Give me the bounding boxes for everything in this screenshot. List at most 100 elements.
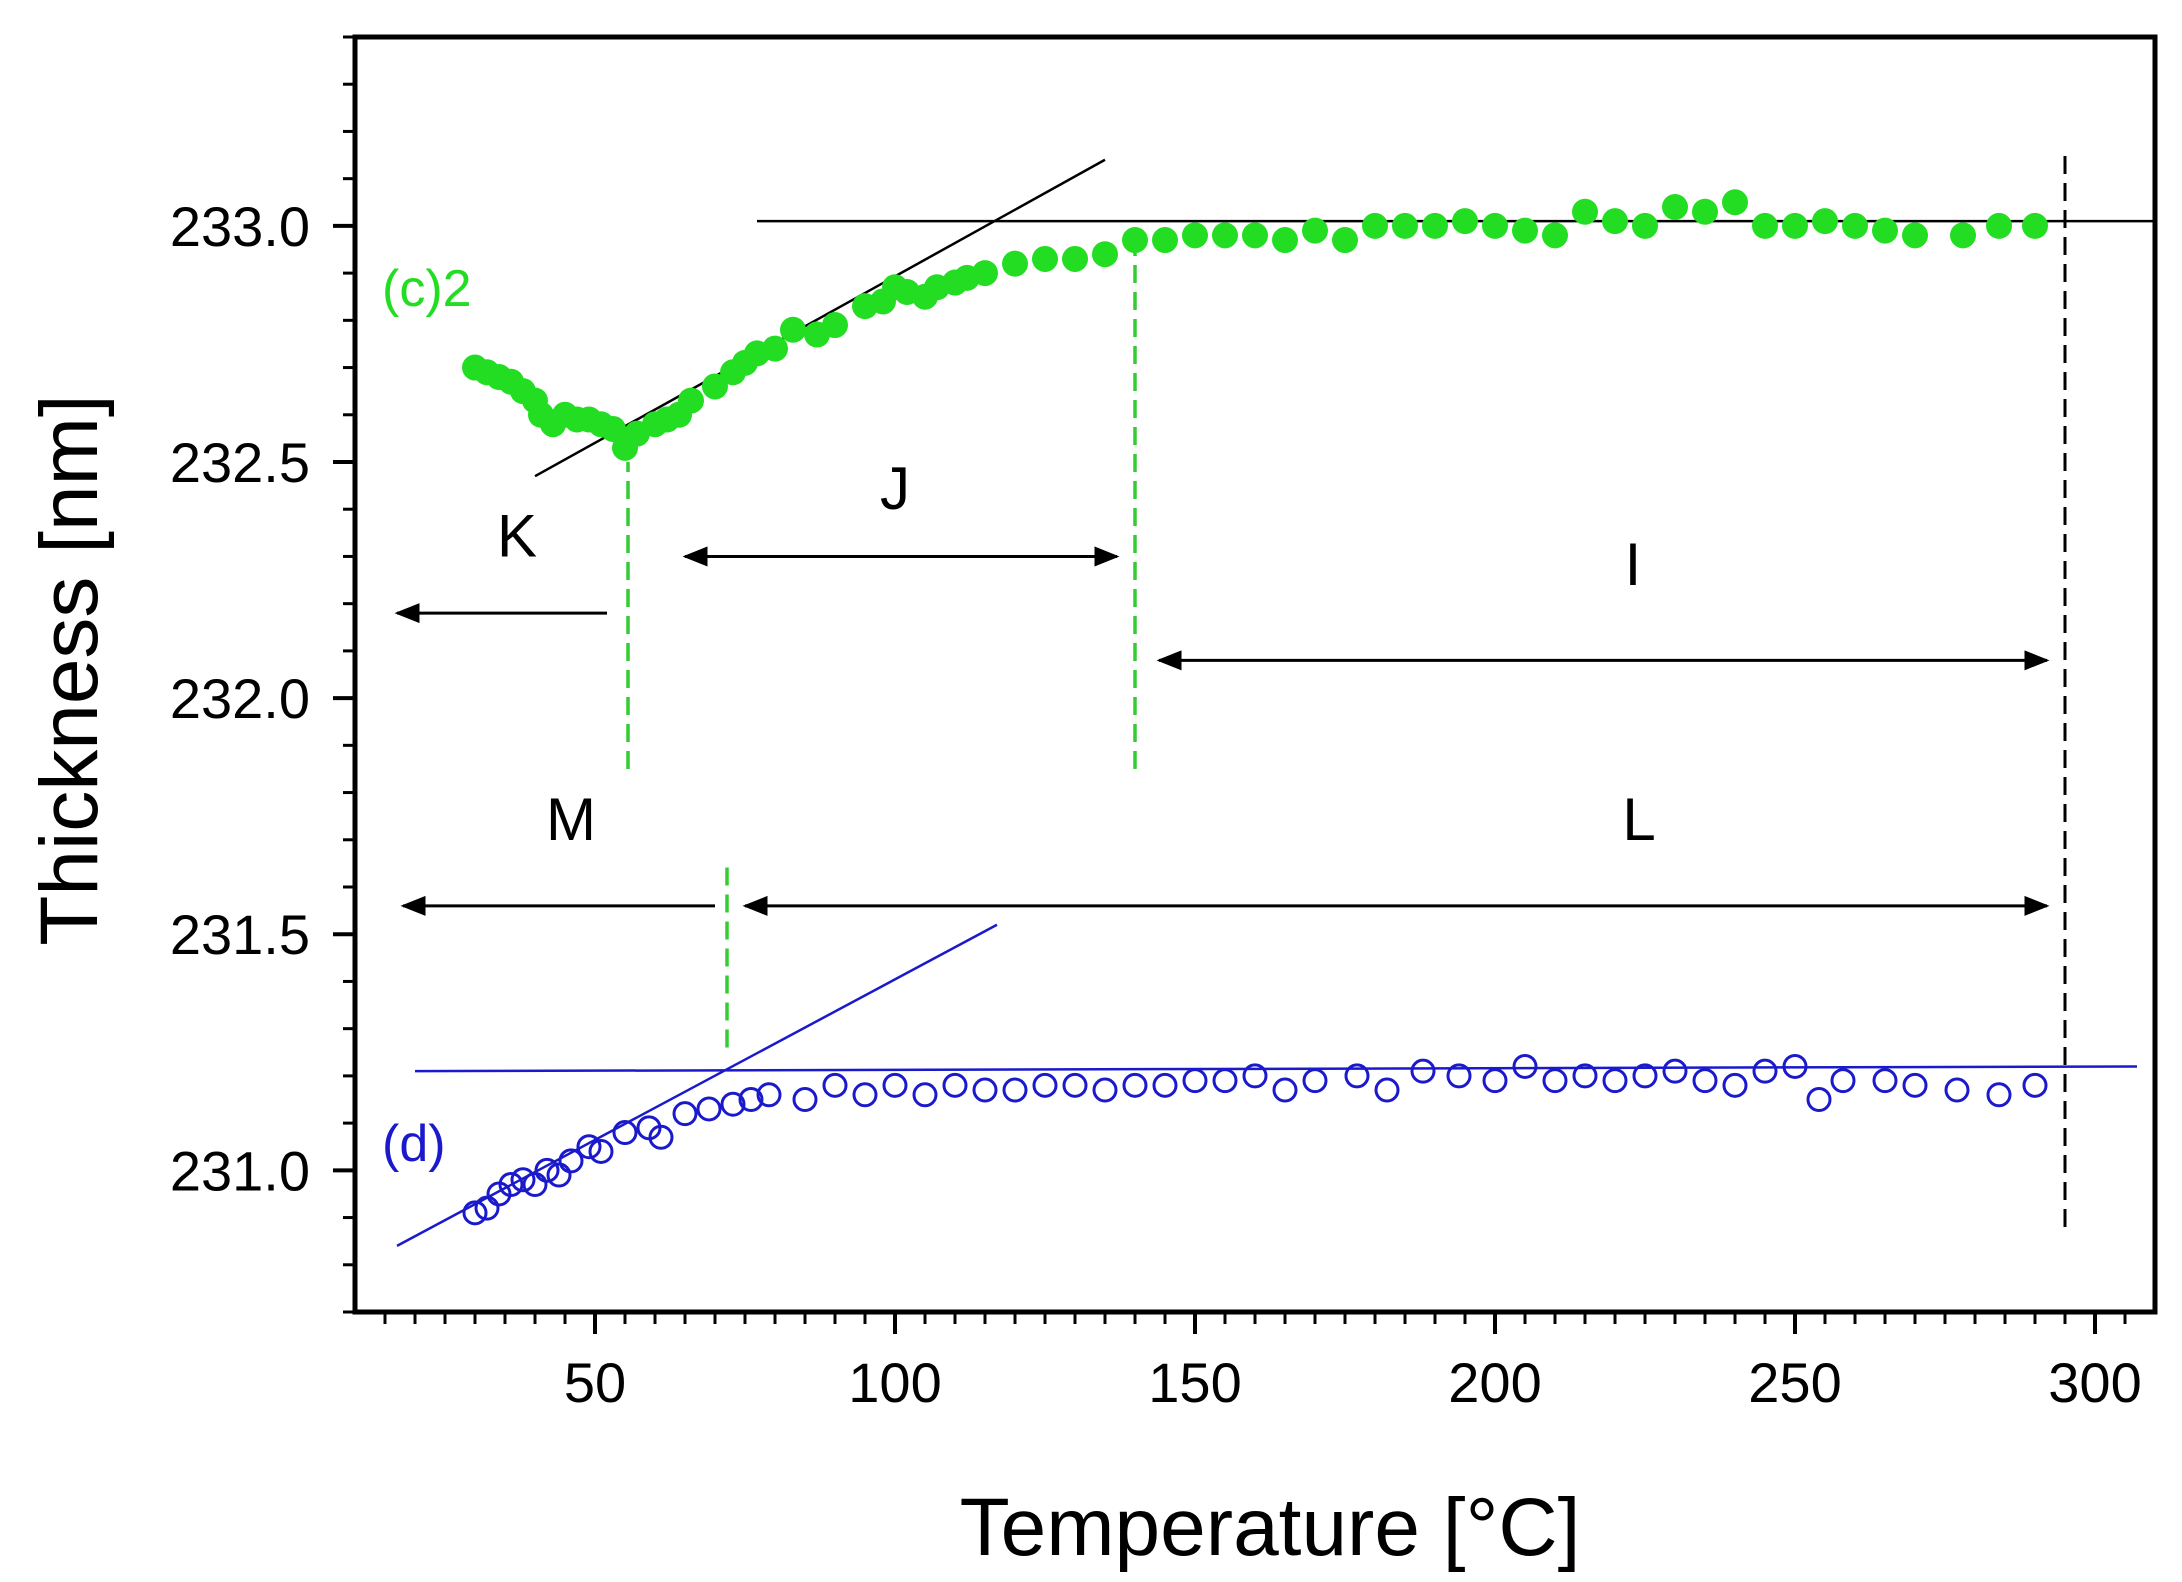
y-tick-label: 231.0 bbox=[170, 1139, 310, 1202]
data-point bbox=[780, 316, 806, 343]
data-point bbox=[1722, 1072, 1748, 1098]
data-point bbox=[822, 312, 848, 339]
data-point bbox=[882, 1072, 908, 1098]
data-point bbox=[1272, 1077, 1298, 1103]
data-point bbox=[1272, 227, 1298, 254]
data-point bbox=[1092, 241, 1118, 268]
range-label-I: I bbox=[1625, 531, 1642, 598]
data-point bbox=[1122, 227, 1148, 254]
data-point bbox=[1152, 227, 1178, 254]
data-point bbox=[972, 1077, 998, 1103]
data-point bbox=[1692, 1068, 1718, 1094]
data-point bbox=[1986, 1082, 2012, 1108]
fit-lines bbox=[396, 158, 2155, 1247]
data-point bbox=[702, 373, 728, 400]
data-point bbox=[1722, 189, 1748, 216]
data-point bbox=[1212, 222, 1238, 249]
data-point bbox=[972, 260, 998, 287]
data-point bbox=[1752, 212, 1778, 239]
data-point bbox=[2022, 1072, 2048, 1098]
data-point bbox=[1212, 1068, 1238, 1094]
data-point bbox=[696, 1096, 722, 1122]
y-tick-label: 232.0 bbox=[170, 667, 310, 730]
y-tick-label: 232.5 bbox=[170, 431, 310, 494]
data-point bbox=[1872, 1068, 1898, 1094]
data-point bbox=[1902, 1072, 1928, 1098]
data-point bbox=[1542, 222, 1568, 249]
data-point bbox=[1902, 222, 1928, 249]
data-point bbox=[1182, 222, 1208, 249]
data-point bbox=[1752, 1058, 1778, 1084]
data-point bbox=[2022, 212, 2048, 239]
data-point bbox=[1062, 1072, 1088, 1098]
data-point bbox=[1182, 1068, 1208, 1094]
data-point bbox=[1782, 212, 1808, 239]
data-point bbox=[1482, 1068, 1508, 1094]
data-point bbox=[1032, 1072, 1058, 1098]
data-point bbox=[678, 387, 704, 414]
x-tick-label: 200 bbox=[1448, 1351, 1541, 1414]
data-point bbox=[1482, 212, 1508, 239]
data-point bbox=[648, 1124, 674, 1150]
range-label-J: J bbox=[880, 455, 910, 522]
data-point bbox=[1812, 208, 1838, 235]
axis-ticks: 50 100 150 200 250 300 231.0 231.5 232.0 232.5 233… bbox=[170, 35, 2142, 1414]
x-tick-label: 100 bbox=[848, 1351, 941, 1414]
data-point bbox=[1542, 1068, 1568, 1094]
data-point bbox=[1692, 198, 1718, 225]
data-point bbox=[1572, 1063, 1598, 1089]
data-point bbox=[720, 1091, 746, 1117]
data-point bbox=[1392, 212, 1418, 239]
x-tick-label: 150 bbox=[1148, 1351, 1241, 1414]
series-c2 bbox=[462, 189, 2048, 461]
data-point bbox=[1002, 1077, 1028, 1103]
data-point bbox=[822, 1072, 848, 1098]
data-point bbox=[1872, 217, 1898, 244]
data-point bbox=[672, 1101, 698, 1127]
range-label-K: K bbox=[497, 502, 537, 569]
data-point bbox=[1950, 222, 1976, 249]
data-point bbox=[612, 1120, 638, 1146]
fit-line-d-slope bbox=[396, 923, 998, 1247]
boundary-lines bbox=[626, 150, 2067, 1227]
data-point bbox=[1632, 1063, 1658, 1089]
data-series bbox=[462, 189, 2048, 1226]
data-point bbox=[462, 1200, 488, 1226]
fit-line-d-plateau bbox=[414, 1065, 2138, 1073]
data-point bbox=[1782, 1053, 1808, 1079]
data-point bbox=[852, 1082, 878, 1108]
series-annotation: (c)2 bbox=[382, 260, 472, 318]
x-axis-label-name: Temperature bbox=[960, 1482, 1420, 1573]
y-tick-label: 231.5 bbox=[170, 903, 310, 966]
data-point bbox=[1092, 1077, 1118, 1103]
data-point bbox=[1842, 212, 1868, 239]
data-point bbox=[1344, 1063, 1370, 1089]
data-point bbox=[534, 1157, 560, 1183]
data-point bbox=[912, 1082, 938, 1108]
data-point bbox=[588, 1138, 614, 1164]
y-tick-label: 233.0 bbox=[170, 195, 310, 258]
data-point bbox=[738, 1087, 764, 1112]
data-point bbox=[1302, 1068, 1328, 1094]
y-axis-label: Thickness [nm] bbox=[24, 394, 115, 945]
data-point bbox=[1152, 1072, 1178, 1098]
range-label-L: L bbox=[1622, 786, 1655, 853]
data-point bbox=[1632, 212, 1658, 239]
x-tick-label: 250 bbox=[1748, 1351, 1841, 1414]
data-point bbox=[1422, 212, 1448, 239]
data-point bbox=[1002, 250, 1028, 277]
data-point bbox=[1302, 217, 1328, 244]
data-point bbox=[558, 1148, 584, 1174]
data-point bbox=[1362, 212, 1388, 239]
x-axis-label: Temperature [°C] bbox=[960, 1482, 1581, 1573]
data-point bbox=[1662, 1058, 1688, 1084]
data-point bbox=[1572, 198, 1598, 225]
axis-labels: Thickness [nm] Temperature [°C] bbox=[24, 394, 1580, 1573]
data-point bbox=[1062, 245, 1088, 272]
data-point bbox=[1944, 1077, 1970, 1103]
series-annotation: (d) bbox=[382, 1115, 446, 1173]
data-point bbox=[1122, 1072, 1148, 1098]
series-d bbox=[462, 1053, 2048, 1226]
data-point bbox=[1602, 1068, 1628, 1094]
